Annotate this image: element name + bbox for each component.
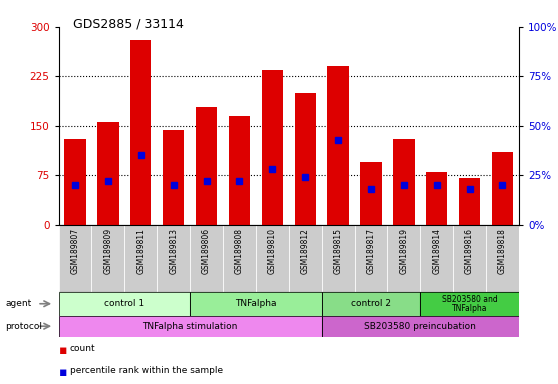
- Text: GSM189806: GSM189806: [202, 228, 211, 274]
- Text: TNFalpha: TNFalpha: [235, 299, 277, 308]
- Bar: [196, 107, 217, 225]
- Text: GSM189818: GSM189818: [498, 228, 507, 274]
- Bar: [59, 292, 190, 316]
- Text: GSM189815: GSM189815: [334, 228, 343, 274]
- Bar: [420, 292, 519, 316]
- Text: TNFalpha: TNFalpha: [452, 305, 487, 313]
- Bar: [190, 292, 321, 316]
- Text: TNFalpha stimulation: TNFalpha stimulation: [142, 322, 238, 331]
- Text: GSM189814: GSM189814: [432, 228, 441, 274]
- Text: GDS2885 / 33114: GDS2885 / 33114: [73, 17, 184, 30]
- Bar: [190, 292, 321, 316]
- Text: ▪: ▪: [59, 344, 67, 358]
- Text: GSM189813: GSM189813: [169, 228, 178, 274]
- Text: count: count: [70, 344, 95, 353]
- Bar: [426, 172, 448, 225]
- Bar: [321, 292, 420, 316]
- Bar: [59, 292, 190, 316]
- Bar: [295, 93, 316, 225]
- Bar: [328, 66, 349, 225]
- Text: GSM189810: GSM189810: [268, 228, 277, 274]
- Bar: [360, 162, 382, 225]
- Bar: [64, 139, 86, 225]
- Bar: [420, 292, 519, 316]
- Bar: [130, 40, 151, 225]
- Text: percentile rank within the sample: percentile rank within the sample: [70, 366, 223, 374]
- Bar: [321, 316, 519, 337]
- Text: GSM189816: GSM189816: [465, 228, 474, 274]
- Text: ▪: ▪: [59, 366, 67, 379]
- Text: agent: agent: [6, 299, 32, 308]
- Text: SB203580 and: SB203580 and: [442, 295, 498, 304]
- Text: control 1: control 1: [104, 299, 145, 308]
- Bar: [59, 316, 321, 337]
- Bar: [492, 152, 513, 225]
- Bar: [163, 131, 184, 225]
- Text: protocol: protocol: [6, 322, 42, 331]
- Bar: [229, 116, 250, 225]
- Text: control 2: control 2: [351, 299, 391, 308]
- Text: SB203580 preincubation: SB203580 preincubation: [364, 322, 476, 331]
- Text: GSM189812: GSM189812: [301, 228, 310, 274]
- Bar: [321, 316, 519, 337]
- Text: GSM189819: GSM189819: [400, 228, 408, 274]
- Bar: [321, 292, 420, 316]
- Text: GSM189808: GSM189808: [235, 228, 244, 274]
- Text: GSM189809: GSM189809: [103, 228, 112, 274]
- Bar: [459, 179, 480, 225]
- Bar: [97, 122, 119, 225]
- Bar: [59, 316, 321, 337]
- Text: GSM189811: GSM189811: [136, 228, 145, 274]
- Text: GSM189807: GSM189807: [70, 228, 80, 274]
- Text: GSM189817: GSM189817: [367, 228, 376, 274]
- Bar: [393, 139, 415, 225]
- Bar: [262, 70, 283, 225]
